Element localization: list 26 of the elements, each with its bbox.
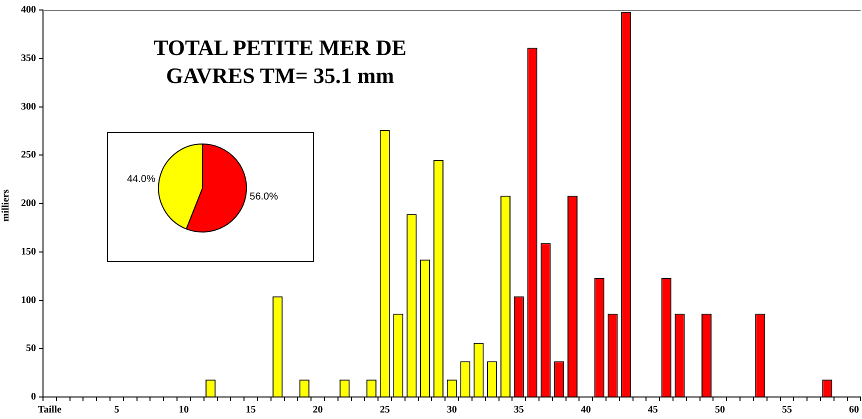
y-axis-title: milliers — [0, 188, 12, 224]
y-tick-label: 250 — [21, 150, 36, 161]
data-label: 44.0% — [126, 174, 156, 185]
y-tick-label: 400 — [21, 4, 36, 16]
y-tick-label: 200 — [21, 198, 36, 210]
x-tick-label: 45 — [648, 404, 658, 416]
data-label: 56.0% — [250, 192, 278, 203]
x-tick-label: 55 — [782, 404, 792, 416]
x-tick-label: 35 — [514, 404, 524, 416]
x-tick-label: 50 — [714, 404, 725, 416]
x-tick-label: 40 — [580, 404, 591, 416]
x-tick-label: 25 — [380, 404, 390, 416]
x-tick-label: 20 — [312, 404, 323, 416]
y-tick-label: 0 — [31, 392, 36, 403]
y-tick-label: 150 — [21, 246, 36, 258]
y-tick-label: 100 — [21, 294, 36, 306]
x-tick-label: Taille — [38, 404, 62, 416]
x-tick-label: 5 — [114, 404, 120, 416]
x-tick-label: 30 — [446, 404, 457, 416]
x-tick-label: 10 — [178, 404, 189, 416]
y-tick-label: 350 — [21, 52, 36, 64]
x-tick-label: 60 — [849, 404, 859, 416]
x-tick-label: 15 — [246, 404, 256, 416]
text: TOTAL PETITE MER DE GAVRES TM= 35.1 mm — [152, 34, 408, 90]
y-tick-label: 50 — [26, 343, 36, 354]
y-tick-label: 300 — [21, 101, 36, 112]
